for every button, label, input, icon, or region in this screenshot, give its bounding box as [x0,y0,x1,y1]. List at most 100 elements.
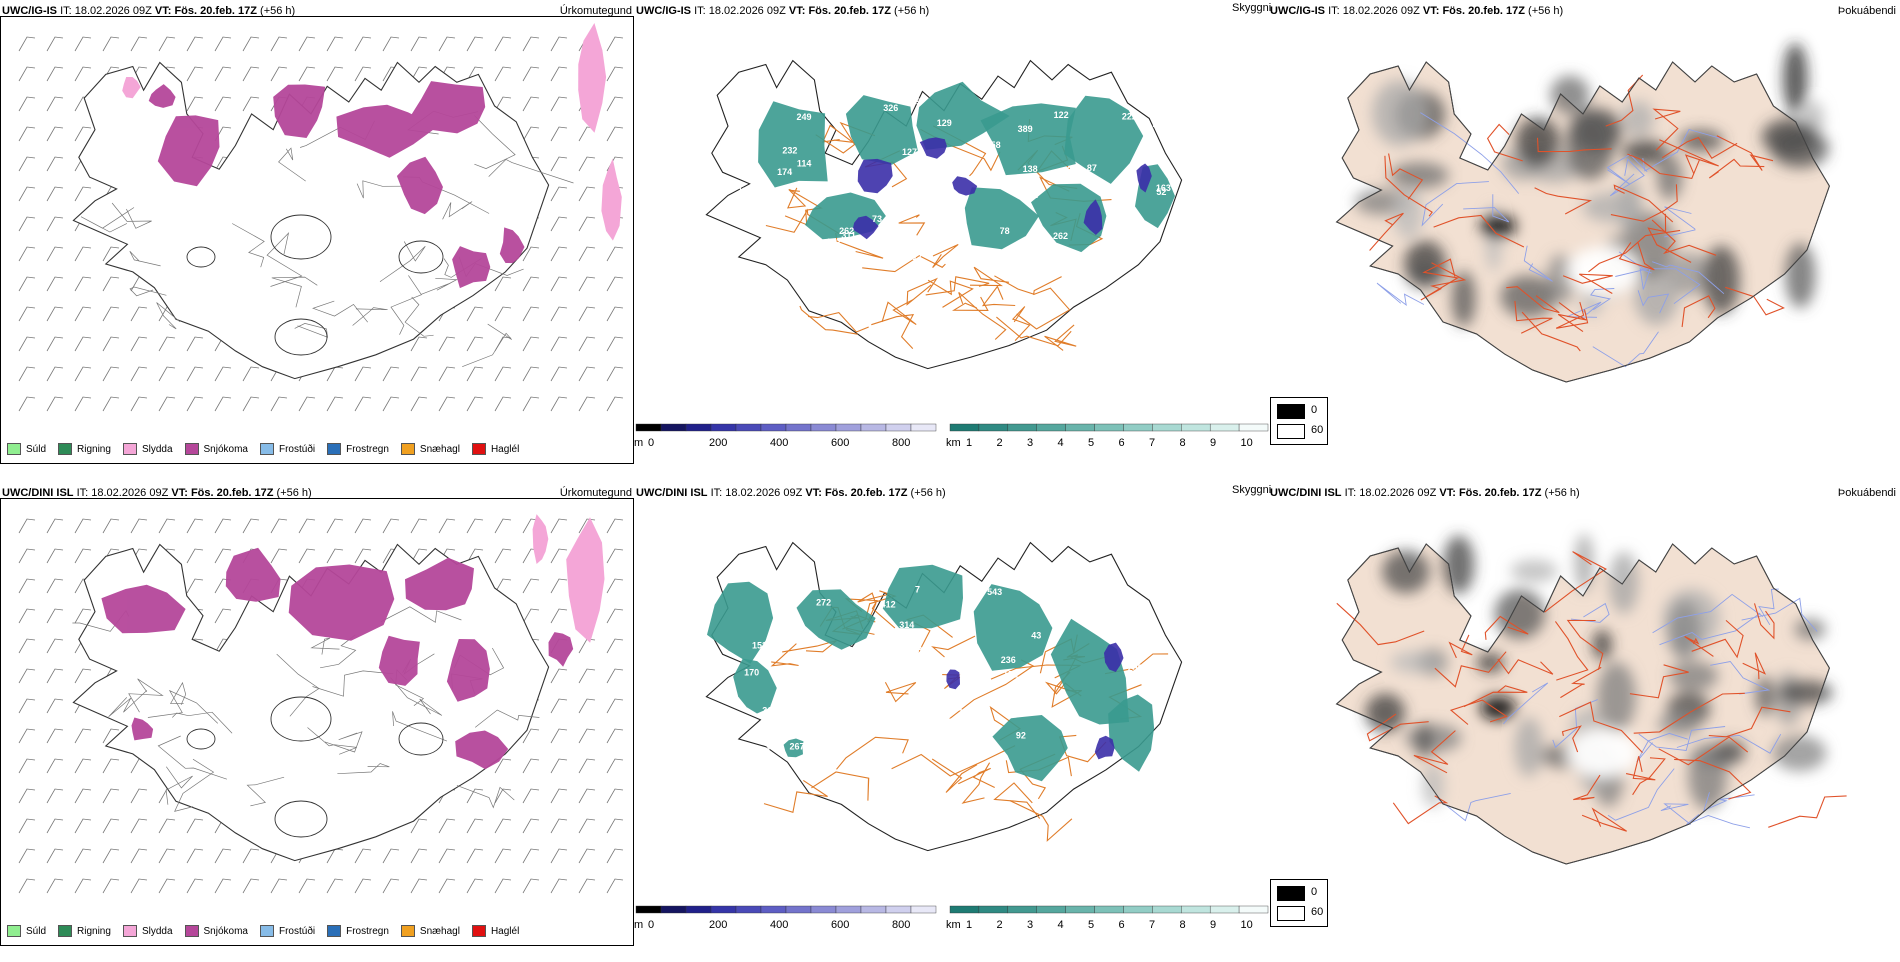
fog-shade [1365,693,1406,733]
wind-barb [214,36,232,52]
wind-barb [606,848,624,864]
visibility-bin [949,905,980,914]
fog-dense-area [1480,696,1516,720]
visibility-label: 174 [777,167,792,177]
precip-map [18,23,624,412]
weather-area [1104,642,1124,672]
wind-barb [46,396,64,412]
legend-swatch [471,443,486,455]
ceiling-bin [735,905,762,914]
road-line [310,637,340,655]
legend-label: Haglél [490,925,520,937]
wind-barb [242,66,260,82]
it-label: IT: [1328,5,1340,17]
visibility-tick: 10 [1241,919,1253,931]
visibility-tick: 3 [1027,437,1033,449]
wind-barb [438,878,456,894]
wind-barb [46,366,64,382]
visibility-label: 262 [839,226,854,236]
visibility-bin [1094,905,1124,914]
wind-barb [326,548,344,564]
road-line [1503,682,1549,725]
wind-barb [522,126,540,142]
wind-barb [522,608,540,624]
lead-time: (+56 h) [1528,5,1564,17]
wind-barb [18,186,36,202]
wind-barb [550,878,568,894]
legend-swatch [58,925,73,937]
wind-barb [102,246,120,262]
fog-shade [1443,535,1475,594]
legend-label: Súld [26,925,47,937]
weather-area [131,717,154,741]
it-value: 18.02.2026 09Z [1359,487,1437,499]
wind-barb [466,336,484,352]
road-line [1618,241,1655,271]
wind-barb [46,126,64,142]
wind-barb [158,818,176,834]
wind-barb [578,186,596,202]
wind-barb [550,518,568,534]
weather-area [973,584,1053,671]
wind-barb [550,306,568,322]
wind-barb [46,246,64,262]
legend-label: Slydda [141,443,173,455]
vt-label: VT: [1422,5,1440,17]
road-line [949,659,1035,720]
vt-label: VT: [1439,487,1456,499]
fog-shade [1500,275,1556,318]
visibility-label: 201 [842,740,857,750]
visibility-label: 311 [762,706,777,716]
wind-barb [46,848,64,864]
wind-barb [550,668,568,684]
road-line [442,201,473,220]
it-value: 18.02.2026 09Z [74,5,152,17]
visibility-unit: km [946,919,961,931]
road-line [1366,713,1429,742]
legend-label: Súld [26,443,47,455]
wind-barb [522,788,540,804]
visibility-bin [1152,905,1182,914]
wind-barb [46,698,64,714]
visibility-bin [1094,423,1124,432]
road-line [1708,158,1765,179]
visibility-label: 128 [785,90,800,100]
legend-item: Snæhagl [400,443,460,455]
visibility-bin [1036,423,1066,432]
wind-barb [550,276,568,292]
wind-barb [494,758,512,774]
road-line [1433,214,1525,248]
wind-barb [46,96,64,112]
road-line [1659,612,1761,646]
road-line [1566,619,1604,670]
wind-barb [438,518,456,534]
vt-value: Fös. 20.feb. 17Z [174,5,257,17]
weather-area [964,187,1039,250]
wind-barb [466,66,484,82]
road-line [1627,153,1701,180]
fog-shade [1779,680,1833,705]
ceiling-unit: m [634,437,643,449]
wind-barb [354,518,372,534]
wind-barb [46,818,64,834]
glacier-outline [186,728,216,750]
weather-area [455,730,509,770]
weather-area [992,715,1068,782]
legend-swatch [259,443,274,455]
wind-barb [18,788,36,804]
wind-barb [522,396,540,412]
it-value: 18.02.2026 09Z [708,5,786,17]
road-line [958,291,1007,340]
visibility-label: 92 [1016,730,1026,740]
wind-barb [298,36,316,52]
model-name: UWC/DINI ISL [1270,487,1342,499]
ceiling-bin [735,423,762,432]
ceiling-bin [835,905,862,914]
wind-barb [186,518,204,534]
wind-barb [186,96,204,112]
wind-barb [578,848,596,864]
road-line [996,316,1072,347]
road-line [170,681,187,706]
wind-barb [410,518,428,534]
wind-barb [494,818,512,834]
